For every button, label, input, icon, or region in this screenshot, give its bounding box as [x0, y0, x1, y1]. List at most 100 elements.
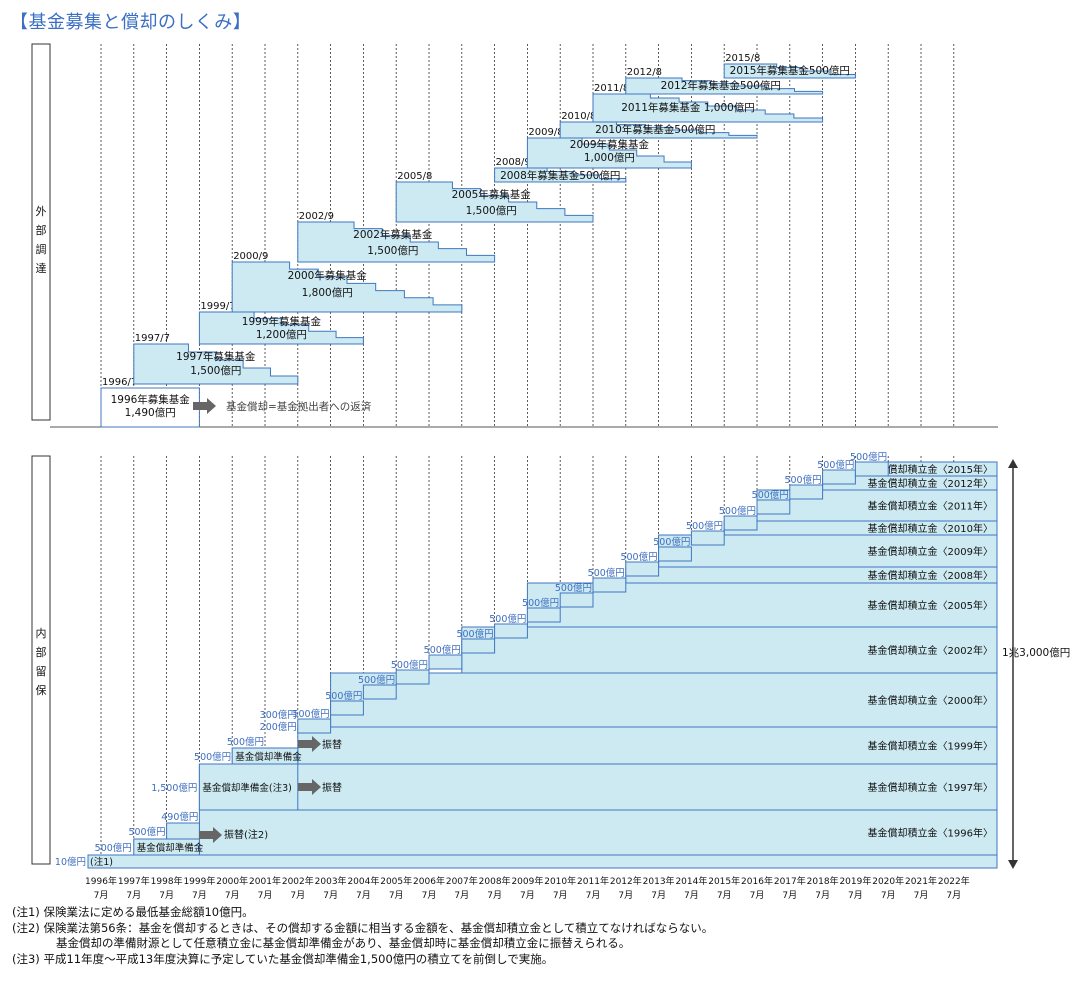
reserve-band: [198, 809, 998, 856]
internal-label-char: 部: [36, 645, 47, 659]
month-tick-label: 7月: [586, 890, 601, 901]
month-tick-label: 7月: [553, 890, 568, 901]
reserve-step-label: 500億円: [752, 489, 789, 501]
month-tick-label: 7月: [651, 890, 666, 901]
step-2001b-label: 200億円: [260, 721, 297, 733]
reserve-band-label: 基金償却積立金〈2010年〉: [868, 522, 993, 535]
year-tick-label: 2013年: [643, 875, 675, 887]
fund-name-label: 2015年募集基金500億円: [730, 64, 850, 77]
fund-block: [297, 221, 496, 263]
year-tick-label: 2017年: [774, 875, 806, 887]
page-title: 【基金募集と償却のしくみ】: [10, 12, 252, 33]
month-tick-label: 7月: [881, 890, 896, 901]
fund-date-label: 2002/9: [299, 211, 334, 222]
step-1997-label: 500億円: [95, 842, 132, 854]
month-tick-label: 7月: [258, 890, 273, 901]
reserve-step-label: 500億円: [489, 613, 526, 625]
fund-date-label: 2011/8: [594, 83, 629, 94]
year-tick-label: 2012年: [610, 875, 642, 887]
fund-block: [723, 63, 856, 79]
year-tick-label: 1998年: [151, 875, 183, 887]
fund-name-label: 2012年募集基金500億円: [661, 79, 781, 92]
month-tick-label: 7月: [159, 890, 174, 901]
fund-block: [133, 343, 299, 385]
month-tick-label: 7月: [323, 890, 338, 901]
year-tick-label: 2007年: [446, 875, 478, 887]
reserve-step: [592, 577, 627, 593]
external-label-char: 達: [36, 262, 47, 275]
reserve-band: [297, 726, 998, 765]
redemption-note: 基金償却=基金拠出者への返済: [226, 400, 372, 413]
reserve-step-label: 500億円: [784, 474, 821, 486]
minimum-fund-label: 10億円: [55, 856, 86, 868]
month-tick-label: 7月: [389, 890, 404, 901]
step-2000b-label: 500億円: [227, 736, 264, 748]
reserve-step: [297, 718, 332, 734]
year-tick-label: 2011年: [577, 875, 609, 887]
fund-amount-label: 1,500億円: [190, 364, 241, 377]
year-tick-label: 2014年: [675, 875, 707, 887]
internal-label-char: 保: [36, 683, 47, 697]
fund-name-label: 2010年募集基金500億円: [595, 123, 715, 136]
fund-date-label: 2012/8: [627, 67, 662, 78]
year-tick-label: 2000年: [216, 875, 248, 887]
fund-name-label: 2011年募集基金 1,000億円: [621, 101, 755, 114]
fund-block: [395, 181, 594, 223]
reserve-step: [756, 499, 791, 515]
fund-date-label: 2015/8: [725, 53, 760, 64]
fund-block: [100, 387, 200, 428]
year-tick-label: 2001年: [249, 875, 281, 887]
footnotes: (注1) 保険業法に定める最低基金総額10億円。 (注2) 保険業法第56条：基…: [12, 905, 713, 967]
reserve-step: [723, 515, 758, 531]
year-tick-label: 2009年: [511, 875, 543, 887]
transfer-arrow-icon: [298, 779, 321, 795]
footnote-1: (注1) 保険業法に定める最低基金総額10億円。: [12, 905, 254, 919]
fund-block: [231, 261, 463, 313]
reserve-2000-label: 基金償却準備金: [235, 751, 302, 763]
reserve-band-label: 基金償却積立金〈2008年〉: [868, 569, 993, 582]
reserve-band-label: 基金償却積立金〈2012年〉: [868, 477, 993, 490]
reserve-step-label: 500億円: [325, 690, 362, 702]
reserve-step: [658, 546, 692, 562]
reserve-step-label: 500億円: [391, 659, 428, 671]
reserve-band-label: 基金償却積立金〈2005年〉: [868, 599, 993, 612]
fund-date-label: 2010/8: [561, 111, 596, 122]
reserve-band: [198, 763, 998, 811]
external-label-char: 調: [36, 242, 47, 256]
fund-name-label: 2008年募集基金500億円: [500, 169, 620, 182]
fund-name-label: 2000年募集基金: [288, 269, 368, 282]
transfer-label: 振替: [322, 781, 342, 794]
reserve-step: [789, 484, 824, 500]
step-1998-label: 500億円: [128, 826, 165, 838]
transfer-arrow-icon: [298, 736, 321, 752]
fund-name-label: 2002年募集基金: [353, 228, 433, 241]
month-tick-label: 7月: [422, 890, 437, 901]
month-tick-label: 7月: [126, 890, 141, 901]
transfer-note2-label: 振替(注2): [224, 828, 268, 841]
reserve-step-label: 500億円: [817, 459, 854, 471]
reserve-step-label: 500億円: [686, 520, 723, 532]
transfer-label: 振替: [322, 738, 342, 751]
reserve-band-label: 基金償却積立金〈1996年〉: [868, 827, 993, 840]
reserve-band-label: 基金償却積立金〈1997年〉: [868, 781, 993, 794]
reserve-step: [461, 638, 496, 654]
month-tick-label: 7月: [520, 890, 535, 901]
footnote-3: (注3) 平成11年度～平成13年度決算に予定していた基金償却準備金1,500億…: [12, 951, 554, 966]
month-tick-label: 7月: [356, 890, 371, 901]
fund-amount-label: 1,500億円: [367, 244, 418, 257]
reserve-step-label: 500億円: [620, 551, 657, 563]
month-tick-label: 7月: [815, 890, 830, 901]
reserve-step: [690, 530, 725, 546]
month-tick-label: 7月: [717, 890, 732, 901]
reserve-band-label: 基金償却積立金〈2011年〉: [868, 500, 993, 513]
year-tick-label: 2004年: [347, 875, 379, 887]
reserve-step-label: 500億円: [424, 644, 461, 656]
year-tick-label: 2016年: [741, 875, 773, 887]
fund-block: [625, 77, 824, 95]
month-tick-label: 7月: [618, 890, 633, 901]
reserve-step: [395, 669, 430, 685]
year-tick-label: 1996年: [85, 875, 117, 887]
month-tick-label: 7月: [225, 890, 240, 901]
month-tick-label: 7月: [454, 890, 469, 901]
reserve-band-label: 基金償却積立金〈2002年〉: [868, 644, 993, 657]
